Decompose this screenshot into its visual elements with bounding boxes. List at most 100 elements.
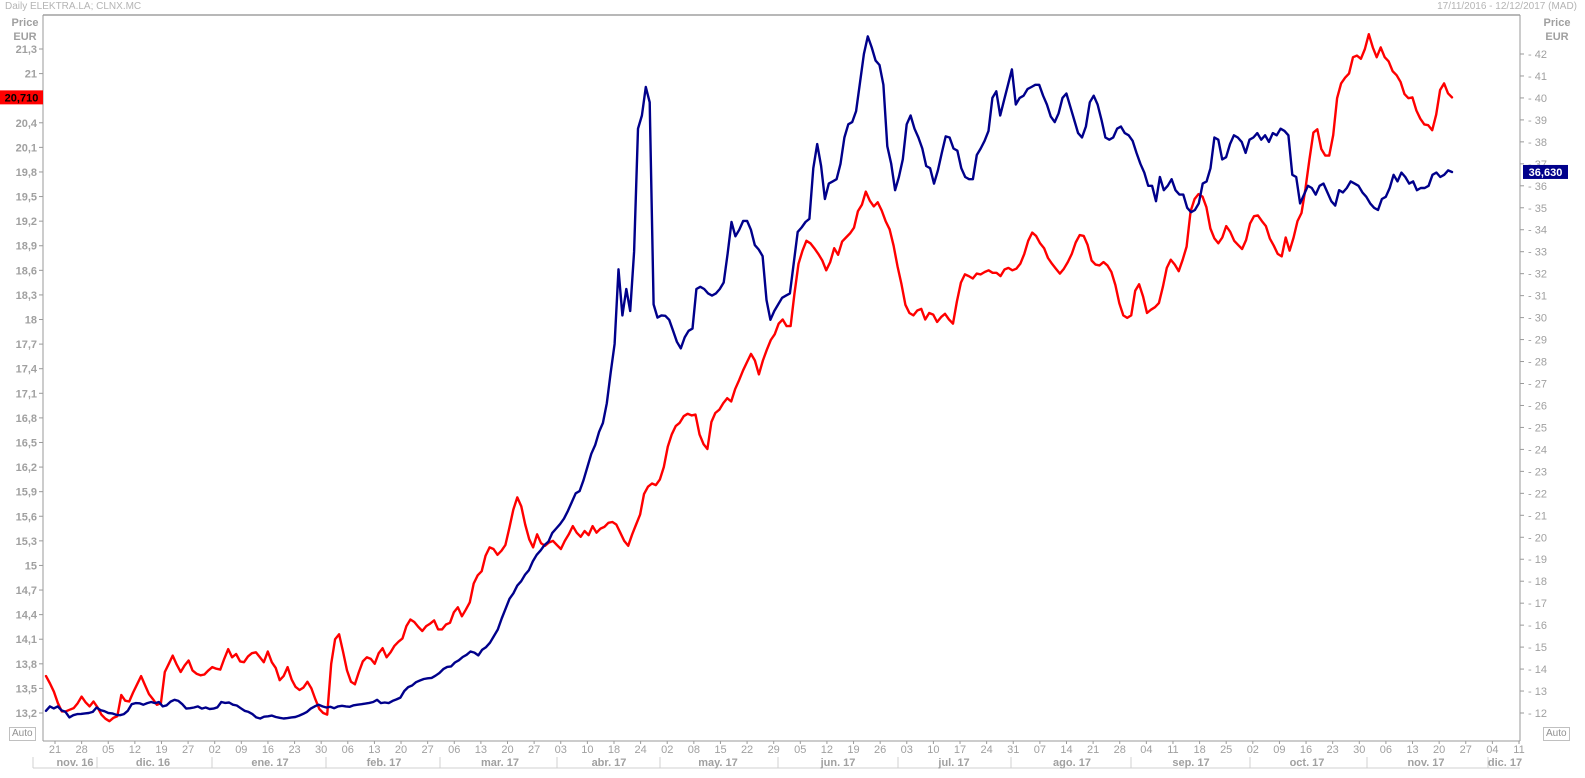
left-tick-label: 21,3 [16, 44, 37, 56]
left-tick-label: 18,9 [16, 241, 37, 253]
x-tick-label: 02 [209, 744, 221, 756]
x-tick-label: 28 [1114, 744, 1126, 756]
x-tick-label: 20 [501, 744, 513, 756]
x-tick-label: 10 [581, 744, 593, 756]
left-tick-label: 14,7 [16, 585, 37, 597]
x-tick-label: 06 [342, 744, 354, 756]
month-label: jul. 17 [937, 757, 969, 769]
month-label: ago. 17 [1053, 757, 1091, 769]
right-tick-label: - 16 [1528, 620, 1547, 632]
left-tick-label: 18 [25, 315, 37, 327]
left-tick-label: 16,8 [16, 413, 37, 425]
x-tick-label: 21 [49, 744, 61, 756]
x-tick-label: 27 [1460, 744, 1472, 756]
x-tick-label: 11 [1513, 744, 1524, 756]
left-tick-label: 17,4 [16, 364, 38, 376]
month-label: ene. 17 [251, 757, 288, 769]
x-tick-label: 24 [634, 744, 646, 756]
right-tick-label: - 32 [1528, 269, 1547, 281]
x-tick-label: 09 [1273, 744, 1285, 756]
right-tick-label: - 14 [1528, 664, 1547, 676]
left-tick-label: 16,5 [16, 437, 37, 449]
x-tick-label: 28 [75, 744, 87, 756]
x-tick-label: 13 [368, 744, 380, 756]
right-tick-label: - 15 [1528, 642, 1547, 654]
right-tick-label: - 13 [1528, 686, 1547, 698]
x-tick-label: 30 [315, 744, 327, 756]
left-tick-label: 13,2 [16, 708, 37, 720]
right-tick-label: - 26 [1528, 400, 1547, 412]
left-tick-label: 19,8 [16, 167, 37, 179]
month-label: nov. 16 [56, 757, 93, 769]
left-tick-label: 16,2 [16, 462, 37, 474]
chart-title: Daily ELEKTRA.LA; CLNX.MC [5, 1, 142, 12]
x-tick-label: 19 [155, 744, 167, 756]
left-tick-label: 19,2 [16, 216, 37, 228]
right-tick-label: - 29 [1528, 335, 1547, 347]
last-value-label-right: 36,630 [1529, 167, 1563, 179]
right-tick-label: - 33 [1528, 247, 1547, 259]
right-tick-label: - 30 [1528, 313, 1547, 325]
x-tick-label: 06 [448, 744, 460, 756]
right-tick-label: - 40 [1528, 93, 1547, 105]
right-tick-label: - 24 [1528, 444, 1547, 456]
x-tick-label: 18 [1193, 744, 1205, 756]
x-tick-label: 29 [768, 744, 780, 756]
series-line-elektra.la [44, 33, 1454, 723]
month-label: sep. 17 [1172, 757, 1209, 769]
left-axis-unit: EUR [13, 31, 37, 43]
right-tick-label: - 41 [1528, 71, 1547, 83]
left-tick-label: 18,3 [16, 290, 37, 302]
right-tick-label: - 19 [1528, 554, 1547, 566]
left-tick-label: 15,3 [16, 536, 37, 548]
right-tick-label: - 23 [1528, 466, 1547, 478]
x-tick-label: 19 [847, 744, 859, 756]
month-label: oct. 17 [1290, 757, 1325, 769]
right-tick-label: - 34 [1528, 225, 1547, 237]
month-label: may. 17 [698, 757, 738, 769]
x-tick-label: 20 [395, 744, 407, 756]
auto-scale-right-button[interactable]: Auto [1543, 727, 1570, 741]
x-tick-label: 27 [422, 744, 434, 756]
x-tick-label: 04 [1140, 744, 1152, 756]
x-tick-label: 02 [1247, 744, 1259, 756]
left-tick-label: 20,4 [16, 118, 38, 130]
month-label: dic. 17 [1488, 757, 1522, 769]
x-tick-label: 22 [741, 744, 753, 756]
x-tick-label: 12 [129, 744, 141, 756]
left-axis-title: Price [11, 17, 39, 29]
right-tick-label: - 21 [1528, 510, 1547, 522]
left-tick-label: 13,5 [16, 683, 37, 695]
left-tick-label: 14,1 [16, 634, 37, 646]
x-tick-label: 16 [1300, 744, 1312, 756]
right-tick-label: - 31 [1528, 291, 1547, 303]
right-tick-label: - 25 [1528, 422, 1547, 434]
x-tick-label: 08 [688, 744, 700, 756]
x-tick-label: 06 [1380, 744, 1392, 756]
last-value-label-left: 20,710 [5, 92, 39, 104]
left-tick-label: 17,1 [16, 388, 37, 400]
x-tick-label: 23 [288, 744, 300, 756]
x-tick-label: 11 [1167, 744, 1178, 756]
left-tick-label: 15 [25, 560, 37, 572]
x-tick-label: 10 [927, 744, 939, 756]
last-value-badge-left [0, 90, 43, 105]
x-tick-label: 18 [608, 744, 620, 756]
right-tick-label: - 36 [1528, 181, 1547, 193]
right-tick-label: - 20 [1528, 532, 1547, 544]
x-tick-label: 05 [102, 744, 114, 756]
month-label: mar. 17 [481, 757, 519, 769]
x-tick-label: 31 [1007, 744, 1019, 756]
right-axis-title: Price [1543, 17, 1571, 29]
x-tick-label: 25 [1220, 744, 1232, 756]
month-label: nov. 17 [1407, 757, 1444, 769]
x-tick-label: 03 [901, 744, 913, 756]
right-tick-label: - 38 [1528, 137, 1547, 149]
left-tick-label: 13,8 [16, 659, 37, 671]
x-tick-label: 13 [1406, 744, 1418, 756]
left-tick-label: 21 [25, 69, 37, 81]
x-tick-label: 05 [794, 744, 806, 756]
auto-scale-left-button[interactable]: Auto [9, 727, 36, 741]
x-tick-label: 23 [1327, 744, 1339, 756]
